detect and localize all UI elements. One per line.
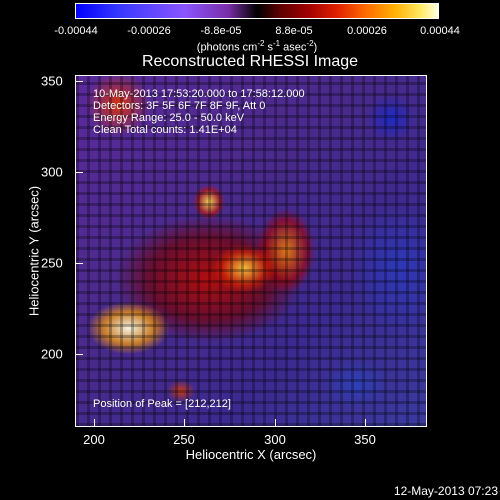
y-tickmark bbox=[76, 263, 83, 264]
x-tick-label: 250 bbox=[173, 432, 195, 447]
colorbar-tick: -0.00044 bbox=[54, 25, 98, 37]
x-tickmark bbox=[275, 419, 276, 426]
x-tickmark bbox=[94, 419, 95, 426]
x-tickmark bbox=[365, 419, 366, 426]
x-tick-label: 200 bbox=[83, 432, 105, 447]
y-tickmark bbox=[76, 354, 83, 355]
colorbar-tick: -8.8e-05 bbox=[200, 25, 242, 37]
y-axis-label: Heliocentric Y (arcsec) bbox=[26, 185, 42, 317]
render-timestamp: 12-May-2013 07:23 bbox=[393, 484, 498, 498]
y-tick-label: 250 bbox=[41, 255, 63, 271]
colorbar-tick: 8.8e-05 bbox=[275, 25, 313, 37]
y-tick-label: 200 bbox=[41, 346, 63, 362]
rhessi-image bbox=[75, 75, 427, 427]
x-tickmark bbox=[184, 419, 185, 426]
info-clean-counts: Clean Total counts: 1.41E+04 bbox=[93, 124, 237, 136]
y-tickmark bbox=[76, 172, 83, 173]
colorbar-tick: 0.00026 bbox=[347, 25, 387, 37]
colorbar-tick: 0.00044 bbox=[420, 25, 460, 37]
y-tick-label: 350 bbox=[41, 73, 63, 89]
x-axis-label: Heliocentric X (arcsec) bbox=[185, 447, 317, 462]
x-tick-label: 300 bbox=[264, 432, 286, 447]
info-time-range: 10-May-2013 17:53:20.000 to 17:58:12.000 bbox=[93, 88, 305, 100]
y-tick-label: 300 bbox=[41, 164, 63, 180]
peak-position: Position of Peak = [212,212] bbox=[93, 398, 231, 410]
info-energy-range: Energy Range: 25.0 - 50.0 keV bbox=[93, 112, 245, 124]
colorbar bbox=[75, 3, 439, 19]
info-detectors: Detectors: 3F 5F 6F 7F 8F 9F, Att 0 bbox=[93, 100, 266, 112]
image-title: Reconstructed RHESSI Image bbox=[141, 53, 359, 70]
x-tick-label: 350 bbox=[354, 432, 376, 447]
colorbar-tick: -0.00026 bbox=[127, 25, 171, 37]
colorbar-unit-label: (photons cm-2 s-1 asec-2) bbox=[196, 39, 318, 54]
y-tickmark bbox=[76, 81, 83, 82]
